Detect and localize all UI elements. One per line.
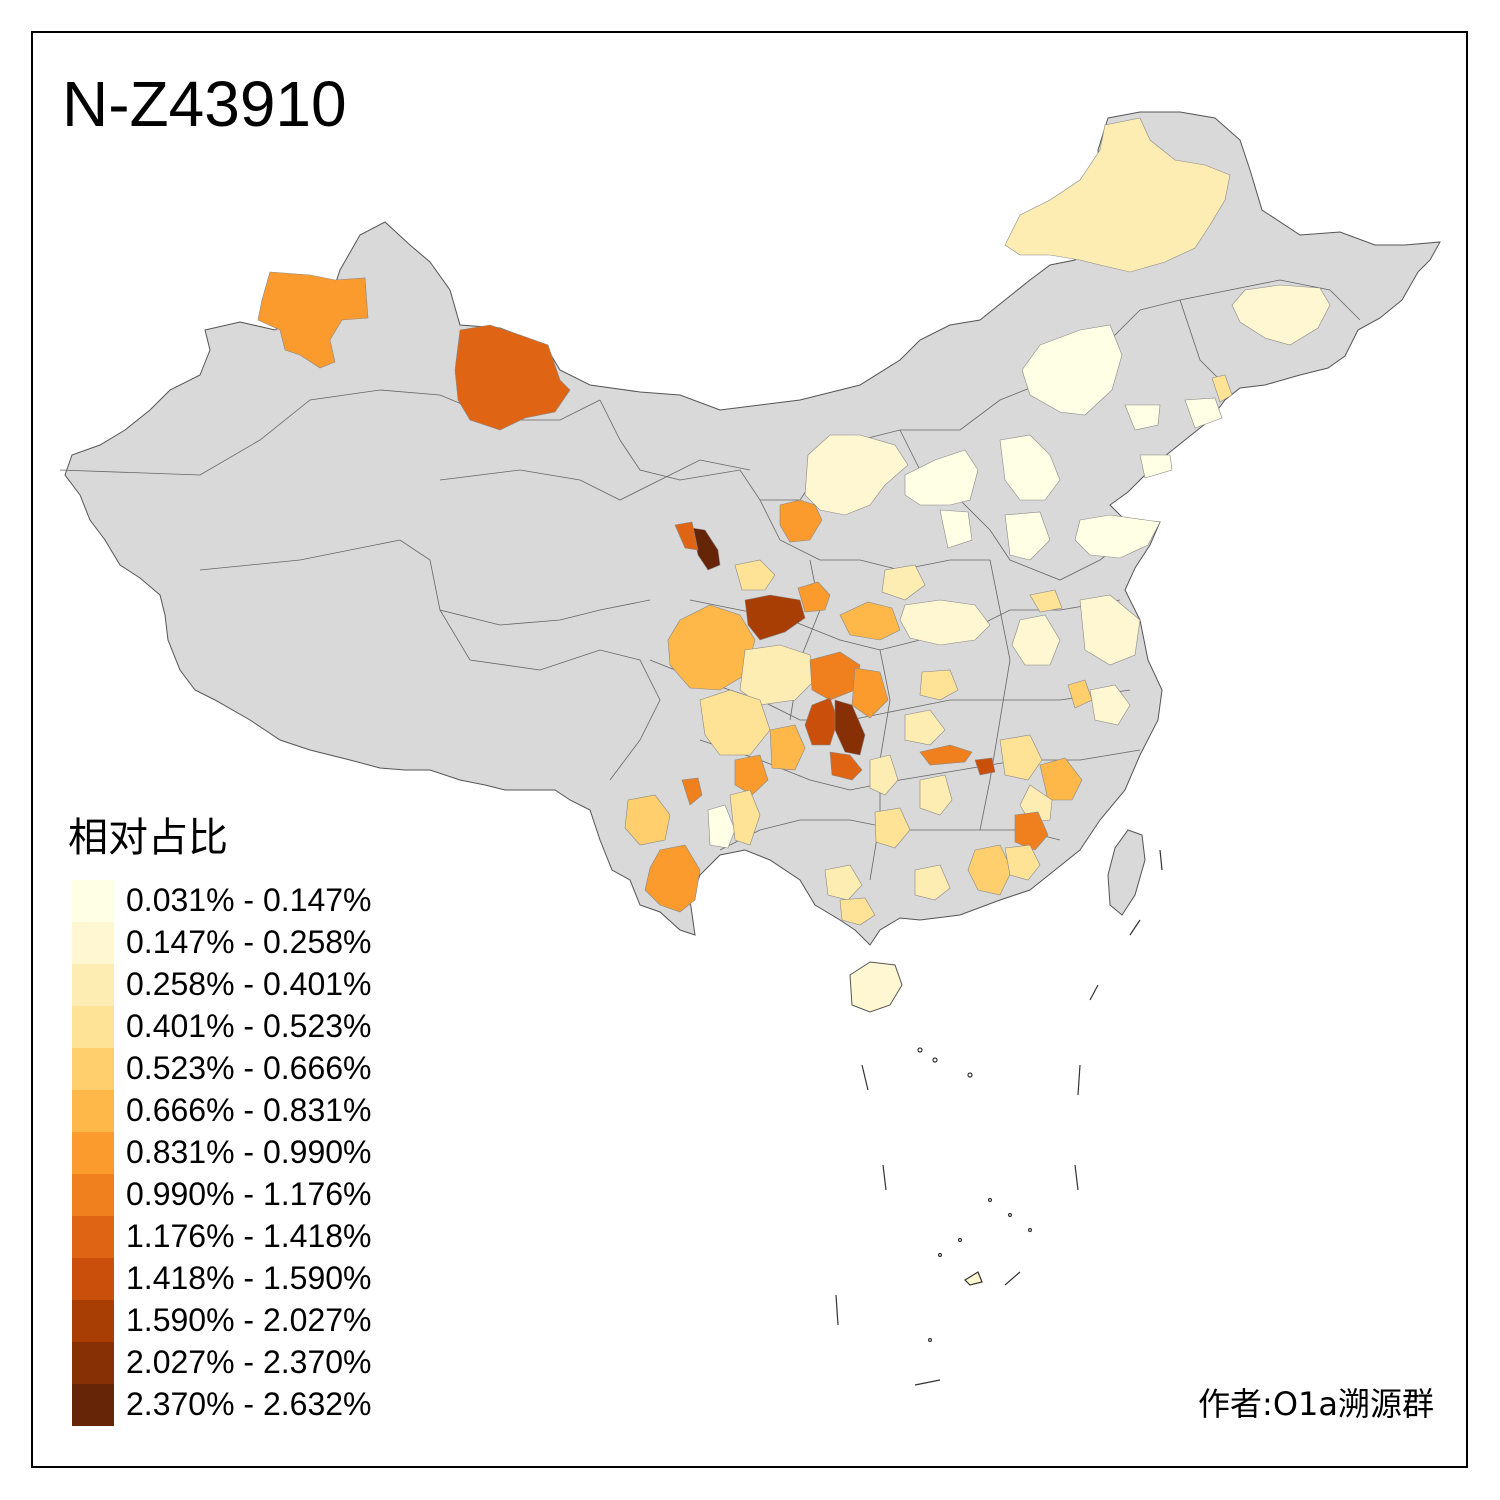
map-frame — [31, 31, 1468, 1468]
region-xinjiang-northwest — [257, 271, 369, 369]
legend-label: 0.147% - 0.258% — [126, 924, 372, 960]
region-sichuan-mid — [739, 644, 816, 706]
legend-label: 0.831% - 0.990% — [126, 1134, 372, 1170]
region-yunnan-west — [624, 794, 671, 846]
region-sichuan-orange-b — [851, 667, 889, 719]
legend-swatch — [72, 880, 114, 922]
region-chongqing-south — [829, 751, 863, 781]
region-gansu-orange — [779, 499, 823, 543]
region-sichuan-yellow — [699, 689, 771, 756]
legend-label: 0.401% - 0.523% — [126, 1008, 372, 1044]
region-yunnan-south-orange — [644, 844, 701, 913]
region-northeast-large — [1004, 117, 1231, 273]
legend-label: 1.590% - 2.027% — [126, 1302, 372, 1338]
region-zhejiang-yellow — [1067, 679, 1093, 709]
region-hubei-west — [904, 709, 946, 746]
region-jilin-small — [1211, 374, 1233, 403]
map-title: N-Z43910 — [62, 68, 347, 140]
legend-swatch — [72, 922, 114, 964]
legend-swatch — [72, 1006, 114, 1048]
region-jiangsu — [1079, 594, 1141, 666]
region-jiangxi-a — [999, 734, 1043, 781]
legend-label: 2.370% - 2.632% — [126, 1386, 372, 1422]
legend-swatch — [72, 1384, 114, 1426]
region-shaanxi-north — [881, 564, 926, 601]
legend-swatch — [72, 1132, 114, 1174]
region-jiangxi-orange — [1039, 757, 1083, 801]
region-guangdong-b — [1004, 844, 1041, 881]
region-hubei-mid — [919, 669, 959, 701]
legend-label: 1.418% - 1.590% — [126, 1260, 372, 1296]
region-xinjiang-northeast — [454, 324, 571, 431]
legend-swatch — [72, 964, 114, 1006]
region-anhui — [1011, 614, 1061, 666]
region-guizhou-b — [874, 807, 911, 849]
region-hubei-dark — [974, 757, 996, 776]
region-guangxi-b — [839, 897, 876, 926]
region-liaoning — [1124, 397, 1223, 479]
hainan-island — [849, 961, 903, 1013]
region-hunan-a — [919, 774, 953, 816]
region-heilongjiang-east — [1231, 284, 1331, 346]
region-zhejiang — [1089, 684, 1131, 726]
region-sichuan-south-orange — [769, 724, 806, 771]
legend-label: 1.176% - 1.418% — [126, 1218, 372, 1254]
region-innermongolia-mid — [1021, 324, 1123, 416]
region-shandong — [1074, 514, 1161, 559]
region-gansu-qinghai-adj — [674, 521, 699, 551]
legend-title: 相对占比 — [68, 815, 228, 861]
region-jiangsu-yellow — [1029, 589, 1063, 613]
legend-swatch — [72, 1342, 114, 1384]
region-guangxi-a — [824, 864, 863, 901]
region-guizhou-a — [869, 754, 899, 796]
legend-label: 0.666% - 0.831% — [126, 1092, 372, 1128]
region-sichuan-west — [667, 604, 756, 691]
legend-swatch — [72, 1216, 114, 1258]
legend-label: 0.523% - 0.666% — [126, 1050, 372, 1086]
legend-label: 0.031% - 0.147% — [126, 882, 372, 918]
region-chongqing-dark — [804, 697, 839, 746]
province-borders — [59, 279, 1361, 881]
region-qinghai-east — [734, 559, 776, 591]
legend-swatch — [72, 1048, 114, 1090]
legend-swatch — [72, 1090, 114, 1132]
region-gansu-south-dark — [744, 594, 806, 641]
region-yunnan-small-orange — [681, 777, 703, 806]
legend-swatch — [72, 1300, 114, 1342]
region-hubei-orange — [919, 744, 973, 766]
legend-swatch — [72, 1258, 114, 1300]
region-guangxi-c — [914, 864, 951, 901]
region-yunnan-mid2 — [729, 789, 761, 846]
region-henan — [899, 599, 991, 646]
region-hebei — [999, 434, 1061, 561]
legend-swatch — [72, 1174, 114, 1216]
region-guangdong-a — [967, 844, 1013, 896]
region-shanxi-group — [904, 449, 979, 549]
data-regions — [257, 117, 1331, 926]
legend-label: 0.990% - 1.176% — [126, 1176, 372, 1212]
region-shaanxi-orange — [839, 601, 901, 641]
author-credit: 作者:O1a溯源群 — [1198, 1385, 1434, 1423]
region-gansu-east-orange — [797, 581, 831, 613]
region-chongqing-darker — [834, 699, 866, 756]
south-china-sea-islands — [835, 849, 1163, 1386]
legend-label: 2.027% - 2.370% — [126, 1344, 372, 1380]
region-fujian-orange — [1014, 811, 1049, 851]
region-gansu-qinghai-darkest — [691, 527, 721, 571]
region-yunnan-mid — [707, 804, 736, 849]
legend-label: 0.258% - 0.401% — [126, 966, 372, 1002]
taiwan-island — [1107, 829, 1146, 916]
region-sichuan-south-orange2 — [734, 754, 769, 796]
